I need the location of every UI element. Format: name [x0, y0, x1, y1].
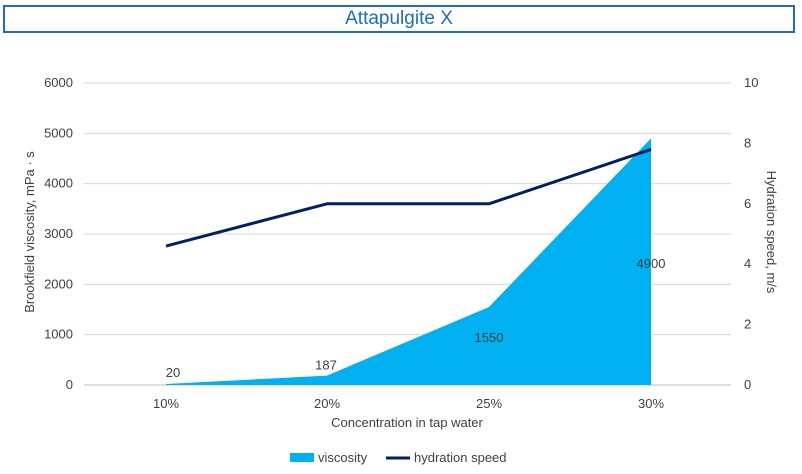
data-labels: 20 187 1550 4900 — [166, 256, 666, 380]
left-tick-label: 6000 — [44, 75, 73, 90]
x-tick-label: 20% — [314, 396, 340, 411]
right-tick-label: 8 — [744, 135, 751, 150]
x-axis-title: Concentration in tap water — [331, 415, 483, 430]
left-tick-label: 1000 — [44, 327, 73, 342]
right-tick-label: 6 — [744, 196, 751, 211]
viscosity-data-label: 187 — [315, 358, 337, 373]
left-tick-label: 4000 — [44, 176, 73, 191]
left-tick-label: 3000 — [44, 226, 73, 241]
viscosity-area-layer — [166, 138, 651, 385]
left-tick-label: 0 — [66, 377, 73, 392]
right-tick-label: 2 — [744, 317, 751, 332]
viscosity-data-label: 1550 — [475, 330, 504, 345]
left-tick-label: 5000 — [44, 125, 73, 140]
legend-label-hydration-speed: hydration speed — [414, 450, 507, 465]
left-axis-title: Brookfield viscosity, mPa · s — [22, 151, 37, 313]
left-axis-ticks: 0 1000 2000 3000 4000 5000 6000 — [44, 75, 73, 392]
x-tick-label: 10% — [153, 396, 179, 411]
left-tick-label: 2000 — [44, 276, 73, 291]
chart-title: Attapulgite X — [3, 5, 795, 33]
right-axis-ticks: 0 2 4 6 8 10 — [744, 75, 758, 392]
viscosity-data-label: 4900 — [637, 256, 666, 271]
x-tick-label: 30% — [638, 396, 664, 411]
viscosity-data-label: 20 — [166, 365, 180, 380]
viscosity-area — [166, 138, 651, 385]
legend: viscosity hydration speed — [290, 450, 507, 465]
right-axis-title: Hydration speed, m/s — [764, 171, 779, 294]
x-tick-label: 25% — [476, 396, 502, 411]
right-tick-label: 0 — [744, 377, 751, 392]
right-tick-label: 10 — [744, 75, 758, 90]
hydration-line-layer — [165, 148, 652, 248]
hydration-speed-line — [165, 148, 652, 248]
right-tick-label: 4 — [744, 256, 751, 271]
legend-swatch-viscosity — [290, 453, 314, 462]
legend-label-viscosity: viscosity — [318, 450, 368, 465]
x-axis-ticks: 10% 20% 25% 30% — [153, 396, 664, 411]
